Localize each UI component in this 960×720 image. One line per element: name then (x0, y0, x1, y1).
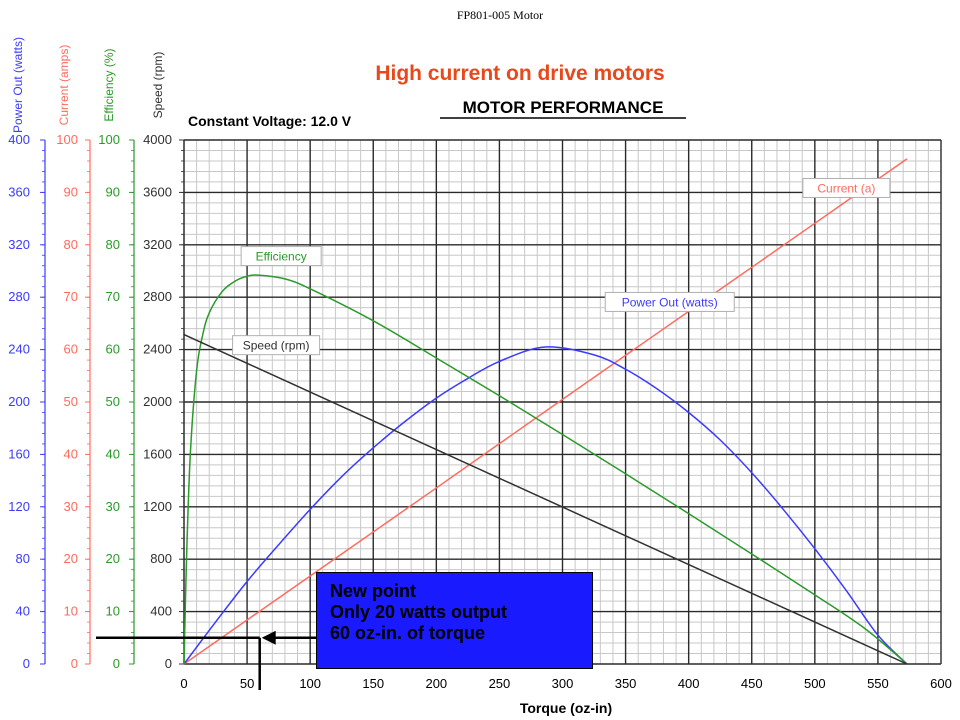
y-tick-label: 50 (64, 394, 78, 409)
y-tick-label: 80 (106, 237, 120, 252)
series-label: Speed (rpm) (243, 339, 310, 353)
y-tick-label: 70 (64, 289, 78, 304)
y-tick-label: 0 (113, 656, 120, 671)
y-axis-title: Power Out (watts) (11, 37, 25, 133)
y-tick-label: 80 (16, 551, 30, 566)
x-axis-label: Torque (oz-in) (520, 700, 612, 716)
x-tick-label: 250 (489, 676, 511, 691)
y-tick-label: 10 (64, 604, 78, 619)
x-tick-label: 450 (741, 676, 763, 691)
y-tick-label: 80 (64, 237, 78, 252)
series-label-box (604, 291, 735, 312)
y-axis-title: Speed (rpm) (151, 52, 165, 119)
x-tick-label: 0 (180, 676, 187, 691)
series-label: Current (a) (817, 181, 875, 195)
y-tick-label: 4000 (143, 132, 172, 147)
document-title: FP801-005 Motor (456, 8, 544, 22)
y-tick-label: 20 (106, 551, 120, 566)
series-line-current-a (183, 158, 908, 665)
series-label: Efficiency (256, 250, 307, 264)
series-line-efficiency (183, 274, 908, 665)
y-axis-title: Current (amps) (57, 45, 71, 126)
x-tick-label: 200 (425, 676, 447, 691)
y-tick-label: 3600 (143, 184, 172, 199)
y-tick-label: 30 (64, 499, 78, 514)
y-tick-label: 20 (64, 551, 78, 566)
y-tick-label: 1600 (143, 446, 172, 461)
x-tick-label: 350 (615, 676, 637, 691)
y-tick-label: 90 (64, 184, 78, 199)
y-tick-label: 320 (8, 237, 30, 252)
y-tick-label: 0 (165, 656, 172, 671)
x-tick-label: 300 (552, 676, 574, 691)
callout-line-1: New point (330, 581, 416, 601)
y-axis-title: Efficiency (%) (102, 48, 116, 121)
callout-line-2: Only 20 watts output (330, 602, 508, 622)
y-tick-label: 0 (71, 656, 78, 671)
new-point-callout: New point Only 20 watts output 60 oz-in.… (316, 572, 593, 669)
y-tick-label: 40 (16, 604, 30, 619)
y-tick-label: 50 (106, 394, 120, 409)
series-label-box (232, 335, 321, 356)
y-tick-label: 400 (150, 604, 172, 619)
y-tick-label: 2400 (143, 342, 172, 357)
series-label: Power Out (watts) (622, 295, 718, 309)
series-label-box (240, 246, 322, 267)
y-tick-label: 280 (8, 289, 30, 304)
x-tick-label: 500 (804, 676, 826, 691)
series-label-box (802, 177, 891, 198)
y-tick-label: 100 (98, 132, 120, 147)
y-tick-label: 360 (8, 184, 30, 199)
y-tick-label: 70 (106, 289, 120, 304)
y-tick-label: 2000 (143, 394, 172, 409)
y-tick-label: 30 (106, 499, 120, 514)
chart-subtitle: Constant Voltage: 12.0 V (188, 113, 352, 129)
x-tick-label: 150 (362, 676, 384, 691)
y-tick-label: 90 (106, 184, 120, 199)
chart-title: MOTOR PERFORMANCE (463, 98, 664, 117)
y-tick-label: 60 (64, 342, 78, 357)
x-tick-label: 400 (678, 676, 700, 691)
annotation-arrowhead (261, 630, 276, 645)
y-tick-label: 10 (106, 604, 120, 619)
y-tick-label: 2800 (143, 289, 172, 304)
series-line-power-out-watts (183, 346, 908, 665)
y-tick-label: 3200 (143, 237, 172, 252)
y-tick-label: 40 (64, 446, 78, 461)
y-tick-label: 120 (8, 499, 30, 514)
y-tick-label: 1200 (143, 499, 172, 514)
y-tick-label: 160 (8, 446, 30, 461)
callout-line-3: 60 oz-in. of torque (330, 623, 485, 643)
y-tick-label: 800 (150, 551, 172, 566)
x-tick-label: 100 (299, 676, 321, 691)
x-tick-label: 550 (867, 676, 889, 691)
y-tick-label: 240 (8, 342, 30, 357)
y-tick-label: 400 (8, 132, 30, 147)
x-tick-label: 50 (240, 676, 254, 691)
headline: High current on drive motors (375, 62, 665, 85)
y-tick-label: 0 (23, 656, 30, 671)
series-line-speed-rpm (183, 333, 908, 665)
y-tick-label: 60 (106, 342, 120, 357)
y-tick-label: 40 (106, 446, 120, 461)
x-tick-label: 600 (930, 676, 952, 691)
y-tick-label: 200 (8, 394, 30, 409)
y-tick-label: 100 (56, 132, 78, 147)
